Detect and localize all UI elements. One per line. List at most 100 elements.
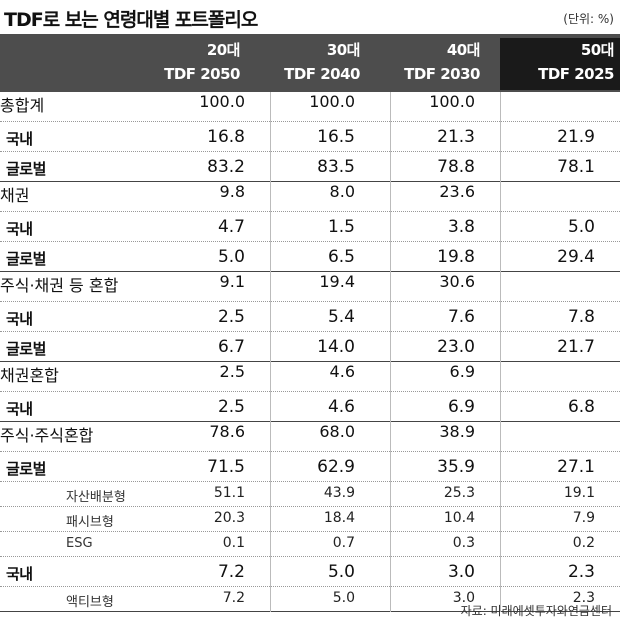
table-cell: 51.1 bbox=[213, 485, 245, 501]
row-label: 글로벌 bbox=[6, 160, 46, 178]
column-divider bbox=[270, 92, 271, 612]
row-label: 채권 bbox=[0, 186, 30, 205]
table-cell: 100.0 bbox=[199, 92, 245, 111]
table-cell: 6.5 bbox=[327, 247, 355, 267]
table-cell: 16.8 bbox=[207, 127, 245, 147]
row-divider bbox=[0, 301, 620, 302]
row-divider bbox=[0, 481, 620, 482]
column-age: 20대 bbox=[206, 41, 241, 59]
table-cell: 78.8 bbox=[437, 157, 475, 177]
table-cell: 16.5 bbox=[317, 127, 355, 147]
column-fund: TDF 2030 bbox=[404, 65, 480, 83]
table-cell: 7.8 bbox=[567, 307, 595, 327]
table-cell: 71.5 bbox=[207, 457, 245, 477]
table-cell: 14.0 bbox=[317, 337, 355, 357]
table-row: 국내 2.5 5.4 7.6 7.8 bbox=[0, 302, 620, 332]
table-row: 글로벌 6.7 14.0 23.0 21.7 bbox=[0, 332, 620, 362]
table-cell: 100.0 bbox=[309, 92, 355, 111]
table-cell: 78.6 bbox=[209, 422, 245, 441]
column-header-40s: 40대 TDF 2030 bbox=[390, 38, 480, 90]
table-cell: 5.0 bbox=[567, 217, 595, 237]
row-divider bbox=[0, 271, 620, 272]
row-label: 패시브형 bbox=[66, 515, 114, 530]
column-divider bbox=[390, 92, 391, 612]
table-cell: 21.7 bbox=[557, 337, 595, 357]
column-header-20s: 20대 TDF 2050 bbox=[160, 38, 240, 90]
table-cell: 6.8 bbox=[569, 362, 595, 381]
table-cell: 6.9 bbox=[447, 397, 475, 417]
table-cell: 0.3 bbox=[452, 535, 475, 551]
table-cell: 4.6 bbox=[327, 397, 355, 417]
row-label: 글로벌 bbox=[6, 460, 46, 478]
column-divider bbox=[500, 92, 501, 612]
table-cell: 3.0 bbox=[447, 562, 475, 582]
row-divider bbox=[0, 506, 620, 507]
table-cell: 4.6 bbox=[329, 362, 355, 381]
table-cell: 6.9 bbox=[449, 362, 475, 381]
table-cell: 30.6 bbox=[439, 272, 475, 291]
table-cell: 5.0 bbox=[332, 590, 355, 606]
row-divider bbox=[0, 241, 620, 242]
table-cell: 1.5 bbox=[327, 217, 355, 237]
row-label: 국내 bbox=[6, 220, 33, 238]
sub-row: 액티브형 7.2 5.0 3.0 2.3 bbox=[0, 587, 620, 612]
column-age: 30대 bbox=[326, 41, 361, 59]
row-divider bbox=[0, 556, 620, 557]
chart-title: TDF로 보는 연령대별 포트폴리오 bbox=[4, 9, 258, 31]
row-divider bbox=[0, 121, 620, 122]
row-divider bbox=[0, 151, 620, 152]
table-cell: 2.5 bbox=[217, 397, 245, 417]
table-cell: 83.5 bbox=[317, 157, 355, 177]
table-cell: 8.0 bbox=[329, 182, 355, 201]
row-label: 글로벌 bbox=[6, 340, 46, 358]
table-cell: 9.1 bbox=[219, 272, 245, 291]
column-fund: TDF 2050 bbox=[164, 65, 240, 83]
title-bar: TDF로 보는 연령대별 포트폴리오 (단위: %) bbox=[0, 0, 620, 34]
table-cell: 2.3 bbox=[572, 590, 595, 606]
table-row: 국내 7.2 5.0 3.0 2.3 bbox=[0, 557, 620, 587]
column-age: 50대 bbox=[580, 41, 615, 59]
table-cell: 9.8 bbox=[219, 182, 245, 201]
table-cell: 43.9 bbox=[323, 485, 355, 501]
table-cell: 2.5 bbox=[219, 362, 245, 381]
table-cell: 5.0 bbox=[217, 247, 245, 267]
column-fund: TDF 2040 bbox=[284, 65, 360, 83]
table-cell: 6.7 bbox=[217, 337, 245, 357]
source-note: 자료: 미래에셋투자와연금센터 bbox=[460, 604, 612, 618]
row-divider bbox=[0, 331, 620, 332]
table-cell: 0.7 bbox=[332, 535, 355, 551]
table-cell: 34.3 bbox=[559, 182, 595, 201]
row-divider bbox=[0, 181, 620, 182]
column-header-50s: 50대 TDF 2025 bbox=[500, 38, 620, 90]
row-label: 국내 bbox=[6, 565, 33, 583]
table-cell: 0.1 bbox=[222, 535, 245, 551]
table-cell: 0.2 bbox=[572, 535, 595, 551]
row-divider bbox=[0, 451, 620, 452]
table-cell: 20.3 bbox=[213, 510, 245, 526]
table-row: 글로벌 71.5 62.9 35.9 27.1 bbox=[0, 452, 620, 482]
table-cell: 6.8 bbox=[567, 397, 595, 417]
table-cell: 3.0 bbox=[452, 590, 475, 606]
table-cell: 10.4 bbox=[443, 510, 475, 526]
table-cell: 27.1 bbox=[557, 457, 595, 477]
table-cell: 21.3 bbox=[437, 127, 475, 147]
row-label: ESG bbox=[66, 536, 93, 551]
row-label: 총합계 bbox=[0, 96, 45, 115]
row-divider bbox=[0, 421, 620, 422]
table-cell: 19.1 bbox=[563, 485, 595, 501]
row-label: 국내 bbox=[6, 310, 33, 328]
table-cell: 25.3 bbox=[443, 485, 475, 501]
table-cell: 29.4 bbox=[557, 247, 595, 267]
table-row: 국내 2.5 4.6 6.9 6.8 bbox=[0, 392, 620, 422]
sub-row: 자산배분형 51.1 43.9 25.3 19.1 bbox=[0, 482, 620, 507]
table-cell: 2.3 bbox=[567, 562, 595, 582]
row-label: 액티브형 bbox=[66, 595, 114, 610]
table-cell: 23.6 bbox=[439, 182, 475, 201]
row-divider bbox=[0, 531, 620, 532]
table-cell: 38.9 bbox=[439, 422, 475, 441]
table-cell: 3.8 bbox=[447, 217, 475, 237]
sub-row: ESG 0.1 0.7 0.3 0.2 bbox=[0, 532, 620, 557]
row-label: 주식·채권 등 혼합 bbox=[0, 276, 119, 295]
table-cell: 7.2 bbox=[222, 590, 245, 606]
table-row: 글로벌 83.2 83.5 78.8 78.1 bbox=[0, 152, 620, 182]
